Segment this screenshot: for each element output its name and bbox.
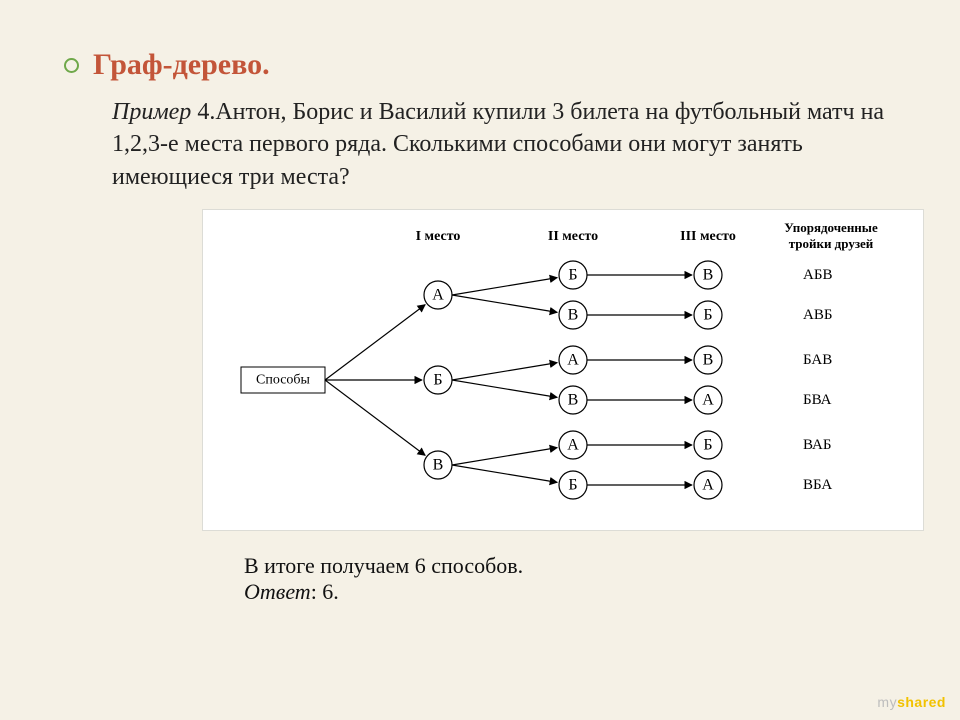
svg-text:В: В <box>703 267 714 284</box>
watermark: myshared <box>877 694 946 710</box>
svg-text:Б: Б <box>568 477 577 494</box>
svg-text:Упорядоченные: Упорядоченные <box>784 220 878 235</box>
svg-text:А: А <box>567 352 579 369</box>
svg-text:II место: II место <box>548 229 598 244</box>
svg-text:Б: Б <box>703 307 712 324</box>
svg-text:Б: Б <box>703 437 712 454</box>
svg-text:ВБА: ВБА <box>803 477 832 493</box>
svg-text:БВА: БВА <box>803 392 832 408</box>
svg-text:ВАБ: ВАБ <box>803 437 832 453</box>
problem-text: Пример 4.Антон, Борис и Василий купили 3… <box>112 96 896 193</box>
conclusion-line: В итоге получаем 6 способов. <box>244 553 896 579</box>
tree-svg: I место II место III место Упорядоченныетро… <box>203 210 923 530</box>
svg-text:Б: Б <box>568 267 577 284</box>
slide: Граф-дерево. Пример 4.Антон, Борис и Вас… <box>0 0 960 605</box>
problem-body: Антон, Борис и Василий купили 3 билета н… <box>112 99 884 190</box>
svg-text:А: А <box>432 287 444 304</box>
title-row: Граф-дерево. <box>64 48 896 82</box>
example-number: 4. <box>197 99 215 125</box>
svg-text:В: В <box>568 392 579 409</box>
svg-text:В: В <box>703 352 714 369</box>
example-label: Пример <box>112 99 191 125</box>
svg-text:БАВ: БАВ <box>803 352 832 368</box>
svg-text:В: В <box>433 457 444 474</box>
conclusion-block: В итоге получаем 6 способов. Ответ: 6. <box>244 553 896 605</box>
svg-text:III место: III место <box>680 229 736 244</box>
svg-text:А: А <box>702 392 714 409</box>
svg-text:В: В <box>568 307 579 324</box>
answer-line: Ответ: 6. <box>244 579 896 605</box>
svg-text:I место: I место <box>416 229 461 244</box>
svg-text:Способы: Способы <box>256 373 311 388</box>
slide-title: Граф-дерево. <box>93 48 270 82</box>
svg-text:тройки друзей: тройки друзей <box>789 236 874 251</box>
svg-text:Б: Б <box>433 372 442 389</box>
watermark-a: my <box>877 694 897 710</box>
svg-text:АБВ: АБВ <box>803 267 832 283</box>
answer-value: : 6. <box>311 579 339 604</box>
tree-figure: I место II место III место Упорядоченныетро… <box>202 209 924 531</box>
watermark-b: shared <box>897 694 946 710</box>
answer-label: Ответ <box>244 579 311 604</box>
svg-text:АВБ: АВБ <box>803 307 832 323</box>
bullet-icon <box>64 58 79 73</box>
svg-text:А: А <box>567 437 579 454</box>
svg-text:А: А <box>702 477 714 494</box>
